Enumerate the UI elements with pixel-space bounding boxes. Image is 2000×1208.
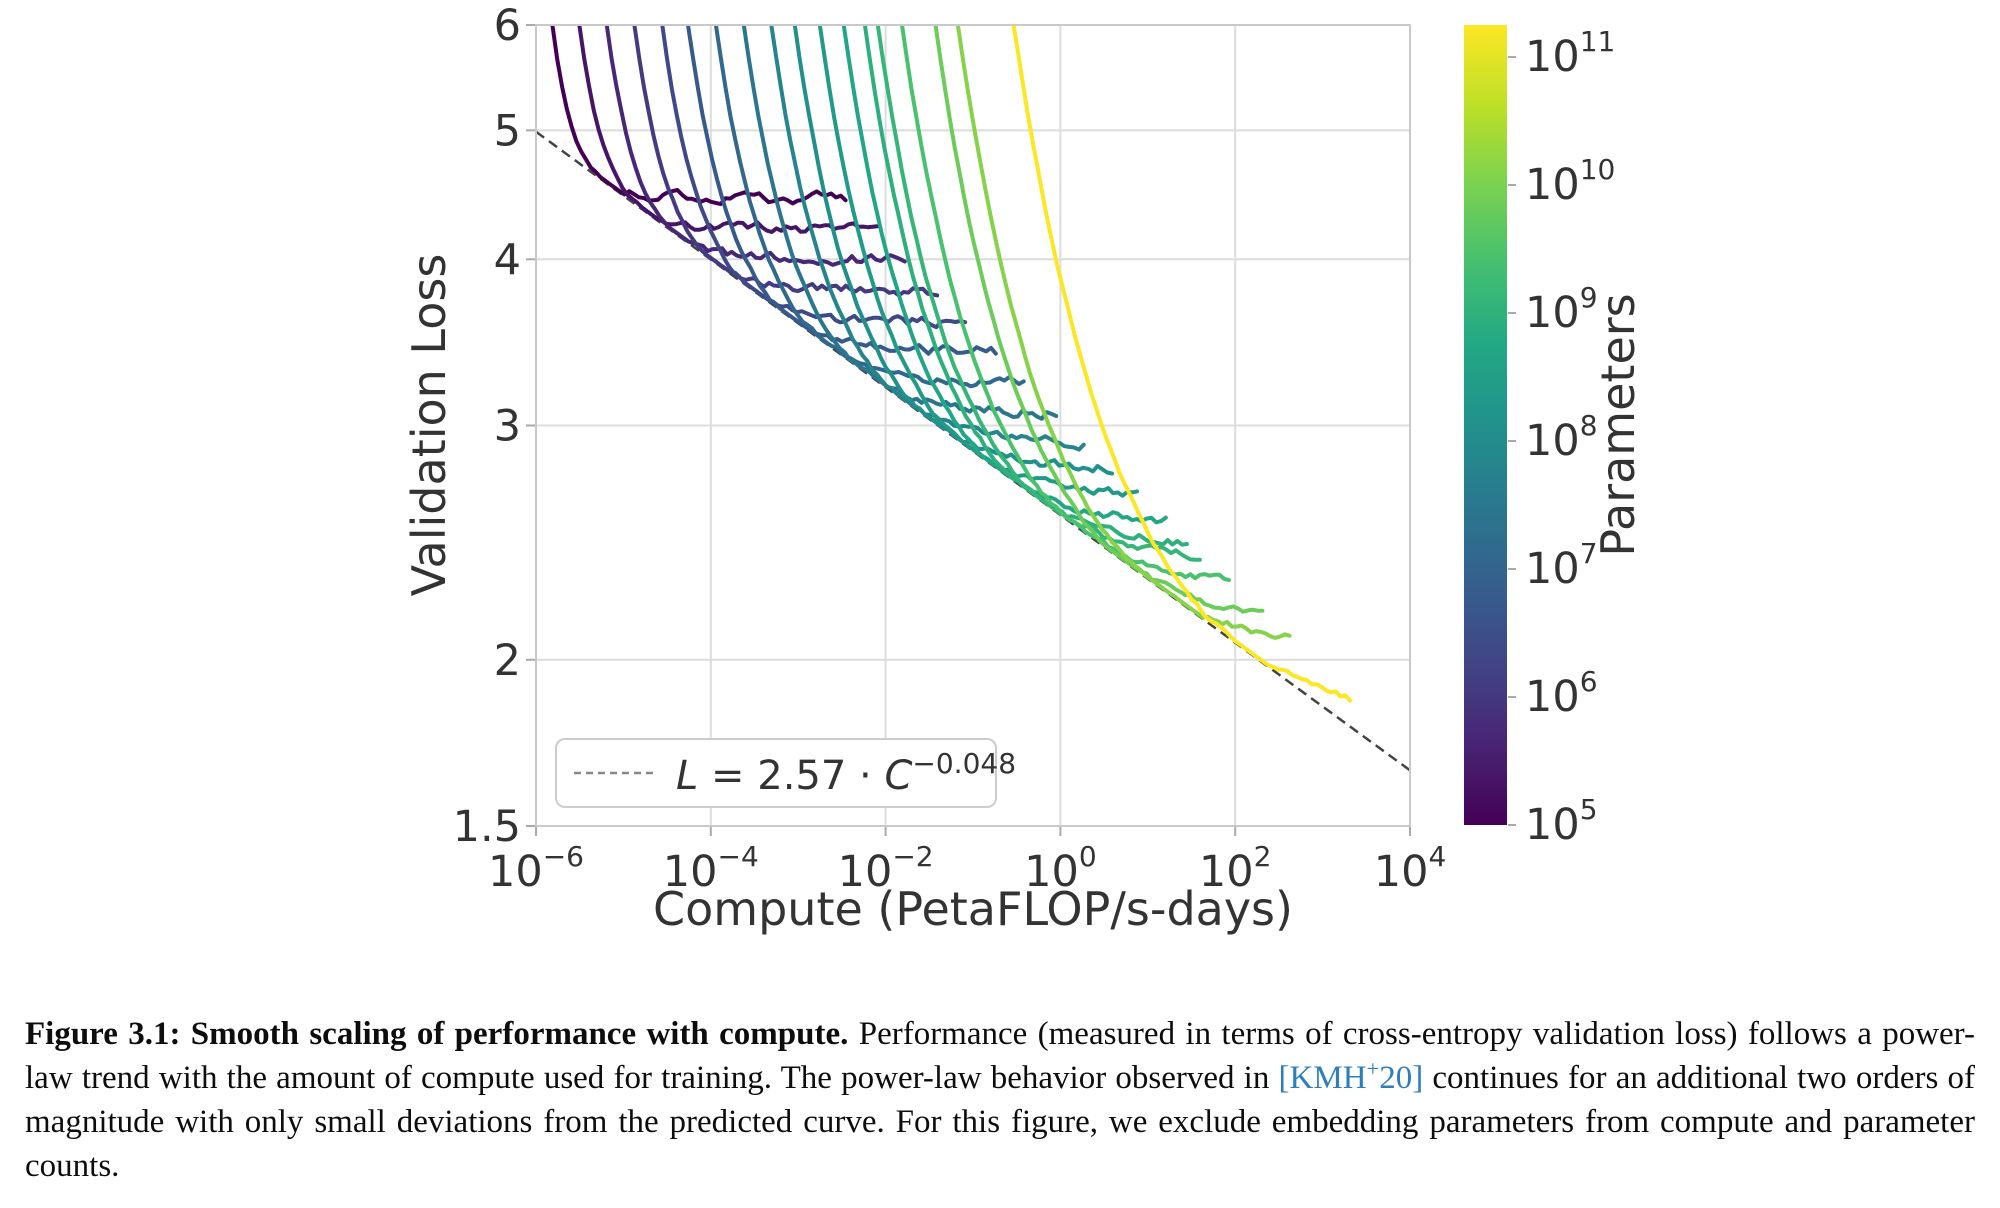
y-axis-label: Validation Loss [402,254,456,597]
loss-curve-1e6.4 [660,25,968,330]
colorbar-tick-label: 1011 [1525,25,1615,82]
x-tick-label: 10−4 [663,840,759,897]
loss-curve-1e9.11 [875,25,1202,562]
colorbar-tick-label: 108 [1525,409,1598,466]
loss-curve-1e11.24 [1011,25,1353,703]
loss-curve-1e5.7 [604,25,907,267]
scaling-plot: 10−6 10−4 10−2 100 102 104 6 5 4 3 2 1.5 Compute (P… [402,1,1645,936]
y-tick-label: 2 [494,636,521,686]
x-tick-label: 102 [1199,840,1272,897]
figure-caption: Figure 3.1: Smooth scaling of performanc… [25,1012,1975,1188]
loss-curve-1e6.05 [632,25,940,298]
colorbar-tick-label: 107 [1525,537,1598,594]
citation-text-end: 20] [1379,1060,1424,1096]
citation-link-kmh20[interactable]: [KMH+20] [1278,1057,1424,1096]
loss-curves [550,25,1353,703]
loss-curve-1e6.75 [686,25,998,356]
loss-curve-1e7.8 [769,25,1086,452]
colorbar-tick-label: 1010 [1525,153,1615,210]
x-tick-label: 104 [1374,840,1447,897]
axis-tick-labels: 10−6 10−4 10−2 100 102 104 6 5 4 3 2 1.5 [453,1,1447,897]
colorbar-tick-label: 105 [1525,793,1598,850]
colorbar-tick-label: 109 [1525,281,1598,338]
colorbar: 1011 1010 109 108 107 106 105 [1464,25,1615,850]
plot-frame [535,24,1411,827]
colorbar-tick-label: 106 [1525,665,1598,722]
y-tick-label: 3 [494,402,521,452]
legend-equation: L = 2.57 · C−0.048 [676,747,1016,799]
x-tick-label: 100 [1024,840,1097,897]
x-tick-label: 10−6 [488,840,584,897]
y-tick-label: 6 [494,1,521,51]
colorbar-label: Parameters [1591,293,1645,556]
caption-bold-title: Figure 3.1: Smooth scaling of performanc… [25,1016,849,1052]
loss-curve-1e10.11 [955,25,1292,640]
legend: L = 2.57 · C−0.048 [555,738,1016,808]
y-tick-label: 5 [494,106,521,156]
loss-curve-1e9.83 [933,25,1265,614]
caption-text-1: Performance (measured in terms of cross-… [25,1016,1975,1096]
citation-superscript: + [1366,1056,1380,1081]
y-tick-label: 1.5 [453,802,521,852]
x-tick-label: 10−2 [838,840,934,897]
axis-ticks [526,24,1411,836]
y-tick-label: 4 [494,235,521,285]
x-axis-label: Compute (PetaFLOP/s-days) [653,882,1293,936]
citation-text: [KMH [1278,1060,1367,1096]
caption-text-2: continues for an additional two orders o… [25,1060,1976,1184]
